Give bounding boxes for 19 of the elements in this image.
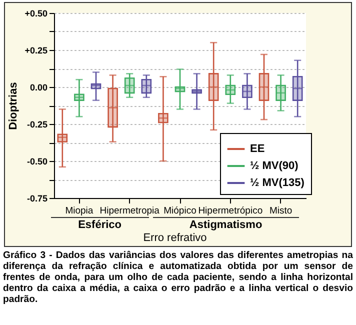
legend-label: ½ MV(90) xyxy=(250,160,299,172)
y-tick-label: +0.25 xyxy=(24,46,48,56)
y-tick-label: -0.75 xyxy=(26,194,48,204)
y-axis-title: Dioptrias xyxy=(8,82,20,130)
x-tick-label: Hipermetrópico xyxy=(198,206,263,216)
text: Esférico xyxy=(51,217,149,231)
x-tick-label: Miopia xyxy=(65,206,94,216)
y-tick-label: +0.50 xyxy=(24,8,48,18)
text: Astigmatismo xyxy=(152,217,299,231)
text: Gráfico 3 - Dados das variâncias dos valores das diferentes ametropias na diferença da refração clínica e automatizada obtida por um sensor de frentes de onda, para um olho de cada paciente, sendo a linha horizontal dentro da caixa a média, a caixa o erro padrão e a linha vertical o desvio padrão. xyxy=(3,250,353,307)
x-tick-label: Hipermetropia xyxy=(100,206,160,216)
x-axis-title: Erro refrativo xyxy=(142,231,208,246)
legend-label: EE xyxy=(250,143,265,155)
y-tick-label: -0.50 xyxy=(26,156,48,166)
legend-label: ½ MV(135) xyxy=(250,177,305,189)
x-tick-label: Misto xyxy=(269,206,292,216)
y-tick-label: 0.00 xyxy=(30,82,48,92)
y-tick-label: -0.25 xyxy=(26,120,48,130)
x-tick-label: Miópico xyxy=(164,206,196,216)
